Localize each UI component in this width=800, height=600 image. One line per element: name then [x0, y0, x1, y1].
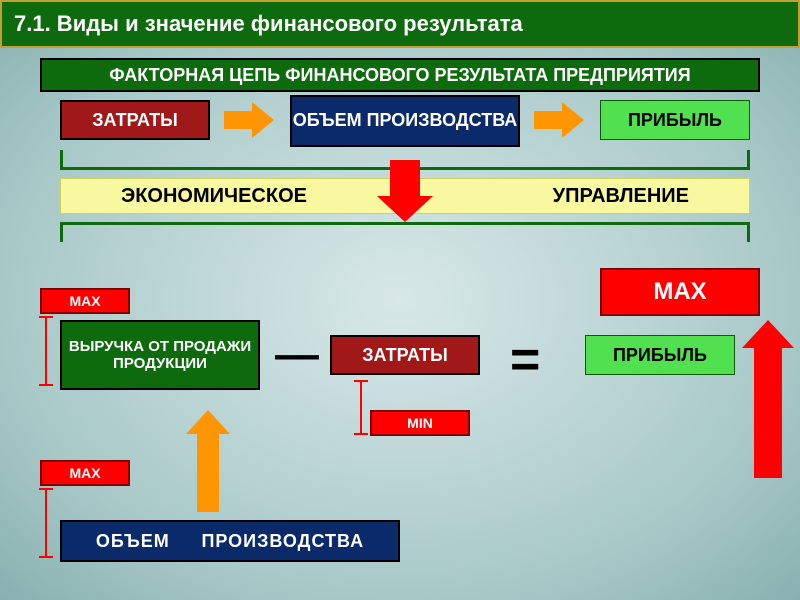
minus-sign: —: [280, 338, 314, 372]
equals-sign: =: [510, 330, 540, 390]
revenue-label: ВЫРУЧКА ОТ ПРОДАЖИ ПРОДУКЦИИ: [62, 338, 258, 373]
arrow-up-right-body: [754, 348, 782, 478]
arrow-right-1-body: [224, 111, 252, 129]
label-costs-1: ЗАТРАТЫ: [92, 110, 178, 131]
arrow-down-center-head: [377, 196, 433, 222]
min-label: MIN: [407, 415, 433, 431]
arrow-right-2-head: [562, 102, 584, 138]
arrow-right-2-body: [534, 111, 562, 129]
max-small-2: МАХ: [40, 460, 130, 486]
box-volume-1: ОБЪЕМ ПРОИЗВОДСТВА: [290, 95, 520, 147]
label-volume-1: ОБЪЕМ ПРОИЗВОДСТВА: [293, 111, 518, 131]
max-big-label: МАХ: [653, 278, 706, 306]
econ-left: ЭКОНОМИЧЕСКОЕ: [121, 185, 307, 208]
arrow-right-1-head: [252, 102, 274, 138]
econ-right: УПРАВЛЕНИЕ: [553, 185, 689, 208]
arrow-up-orange-head: [186, 410, 230, 434]
page-title: 7.1. Виды и значение финансового результ…: [14, 11, 523, 37]
box-profit-1: ПРИБЫЛЬ: [600, 100, 750, 140]
handle-min: [360, 380, 362, 435]
label-profit-1: ПРИБЫЛЬ: [628, 110, 722, 131]
subtitle-text: ФАКТОРНАЯ ЦЕПЬ ФИНАНСОВОГО РЕЗУЛЬТАТА ПР…: [109, 65, 690, 86]
min-box: MIN: [370, 410, 470, 436]
label-costs-2: ЗАТРАТЫ: [362, 345, 448, 366]
bracket-bottom: [60, 222, 750, 242]
handle-1: [45, 316, 47, 386]
revenue-box: ВЫРУЧКА ОТ ПРОДАЖИ ПРОДУКЦИИ: [60, 320, 260, 390]
volume2-a: ОБЪЕМ: [96, 531, 170, 552]
title-bar: 7.1. Виды и значение финансового результ…: [0, 0, 800, 48]
arrow-down-center-body: [390, 160, 420, 196]
box-volume-2: ОБЪЕМ ПРОИЗВОДСТВА: [60, 520, 400, 562]
label-profit-2: ПРИБЫЛЬ: [613, 345, 707, 366]
max-big-box: МАХ: [600, 268, 760, 316]
arrow-up-orange-body: [197, 434, 219, 512]
subtitle-box: ФАКТОРНАЯ ЦЕПЬ ФИНАНСОВОГО РЕЗУЛЬТАТА ПР…: [40, 58, 760, 92]
max-small-1: МАХ: [40, 288, 130, 314]
volume2-b: ПРОИЗВОДСТВА: [201, 531, 364, 552]
arrow-up-right-head: [742, 320, 794, 348]
box-profit-2: ПРИБЫЛЬ: [585, 335, 735, 375]
max2-label: МАХ: [69, 465, 100, 481]
handle-2: [45, 488, 47, 558]
max1-label: МАХ: [69, 293, 100, 309]
box-costs-2: ЗАТРАТЫ: [330, 335, 480, 375]
box-costs-1: ЗАТРАТЫ: [60, 100, 210, 140]
